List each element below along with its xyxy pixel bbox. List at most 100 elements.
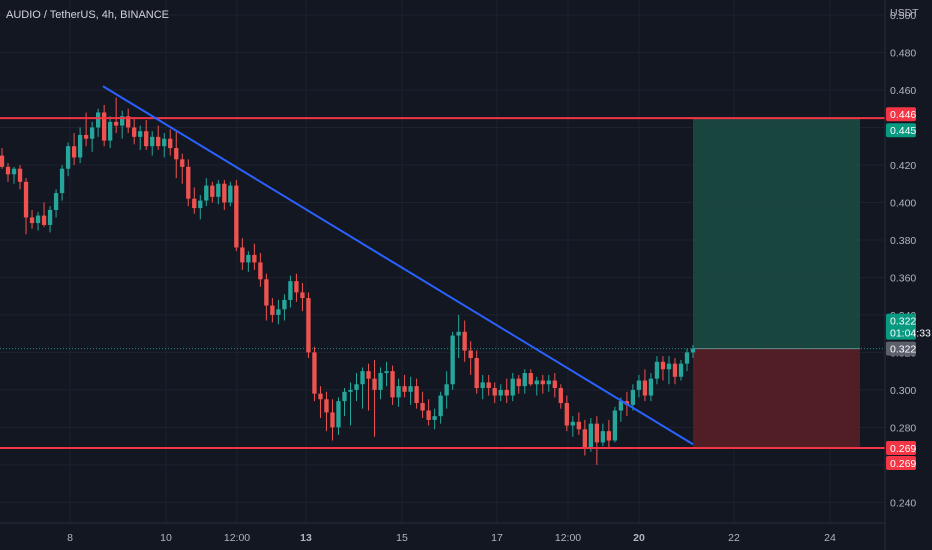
candle-body — [444, 384, 449, 396]
candle-body — [95, 112, 101, 128]
price-tick-label: 0.400 — [890, 197, 916, 209]
candle-body — [396, 386, 401, 398]
price-tag: 01:04:33 — [886, 325, 931, 340]
price-tag-bg — [886, 123, 916, 138]
candle-body — [107, 121, 113, 141]
candle-body — [450, 335, 455, 385]
candle-body — [384, 371, 389, 374]
currency-label: USDT — [890, 7, 919, 19]
candle-body — [390, 371, 395, 398]
horizontal-levels[interactable] — [0, 117, 885, 450]
profit-zone — [693, 118, 860, 349]
candle-body — [101, 112, 107, 141]
price-tag-text: 0.445 — [890, 125, 916, 137]
price-tag-text: 0.446 — [890, 109, 916, 121]
price-tag-text: 0.322 — [890, 316, 916, 328]
candle-body — [0, 155, 5, 167]
candle-body — [660, 361, 666, 370]
time-axis[interactable]: 8 10 12:00 13 15 17 12:00 20 22 24 — [67, 532, 836, 544]
candle-body — [378, 373, 383, 390]
candle-body — [534, 380, 539, 385]
candle-body — [366, 371, 371, 379]
price-tag-text: 0.322 — [890, 344, 916, 356]
candle-body — [630, 389, 636, 405]
candle-body — [354, 384, 359, 390]
candle-body — [342, 391, 347, 402]
candle-body — [216, 183, 221, 197]
time-tick-label: 22 — [728, 532, 740, 544]
descending-trendline[interactable] — [102, 85, 694, 446]
price-tag-bg — [886, 456, 916, 471]
price-tag-bg — [886, 325, 916, 340]
candle-body — [330, 412, 335, 428]
candle-body — [468, 350, 473, 359]
candle-body — [144, 131, 149, 147]
candle-body — [59, 168, 65, 194]
candle-body — [528, 373, 533, 385]
candle-body — [474, 358, 479, 389]
price-tag: 0.445 — [886, 123, 916, 138]
candle-body — [498, 389, 503, 396]
candle-body — [672, 363, 678, 377]
candle-body — [23, 181, 29, 218]
trendline-group[interactable] — [102, 85, 694, 446]
price-tag-text: 0.269 — [890, 458, 916, 470]
candle-body — [564, 403, 569, 426]
candle-body — [690, 348, 696, 353]
candle-body — [126, 116, 131, 128]
candle-body — [162, 138, 167, 147]
price-tag-bg — [886, 313, 916, 328]
candle-body — [168, 138, 173, 149]
price-tag: 0.446 — [886, 107, 916, 122]
time-tick-label: 8 — [67, 532, 73, 544]
candle-body — [504, 389, 509, 396]
candle-body — [510, 378, 515, 396]
candle-body — [288, 281, 293, 300]
time-tick-label: 20 — [633, 532, 645, 544]
candlestick-series — [0, 97, 696, 465]
candle-body — [594, 423, 600, 443]
price-tag-bg — [886, 441, 916, 456]
price-tick-label: 0.460 — [890, 85, 916, 97]
candle-body — [282, 299, 287, 310]
candle-body — [420, 403, 425, 411]
candle-body — [636, 380, 642, 390]
time-tick-label: 17 — [491, 532, 503, 544]
candle-body — [456, 331, 461, 336]
position-zones — [0, 118, 885, 449]
candle-body — [306, 298, 311, 353]
candle-body — [186, 166, 191, 199]
price-tag: 0.322 — [886, 341, 916, 356]
time-tick-label: 10 — [160, 532, 172, 544]
candle-body — [258, 262, 263, 280]
candle-body — [408, 386, 413, 392]
candle-body — [642, 380, 648, 396]
candle-body — [71, 146, 77, 158]
price-tag: 0.269 — [886, 441, 916, 456]
candle-body — [246, 254, 251, 263]
candle-body — [174, 148, 179, 160]
candle-body — [294, 281, 299, 293]
chart-symbol-title: AUDIO / TetherUS, 4h, BINANCE — [6, 9, 169, 21]
candle-body — [198, 200, 203, 209]
price-tick-label: 0.420 — [890, 160, 916, 172]
candle-body — [582, 429, 588, 449]
candle-body — [65, 146, 71, 169]
candle-body — [522, 373, 527, 387]
candle-body — [270, 305, 275, 315]
price-tick-label: 0.240 — [890, 497, 916, 509]
price-tag: 0.269 — [886, 456, 916, 471]
time-tick-label: 13 — [300, 532, 312, 544]
time-tick-label: 15 — [396, 532, 408, 544]
candle-body — [276, 309, 281, 315]
candle-body — [600, 431, 606, 443]
candle-body — [5, 166, 11, 175]
candle-body — [558, 388, 563, 404]
price-tag: 0.322 — [886, 313, 916, 328]
candle-body — [486, 382, 491, 389]
candle-body — [11, 168, 17, 175]
price-tick-label: 0.480 — [890, 47, 916, 59]
candle-body — [612, 410, 618, 441]
